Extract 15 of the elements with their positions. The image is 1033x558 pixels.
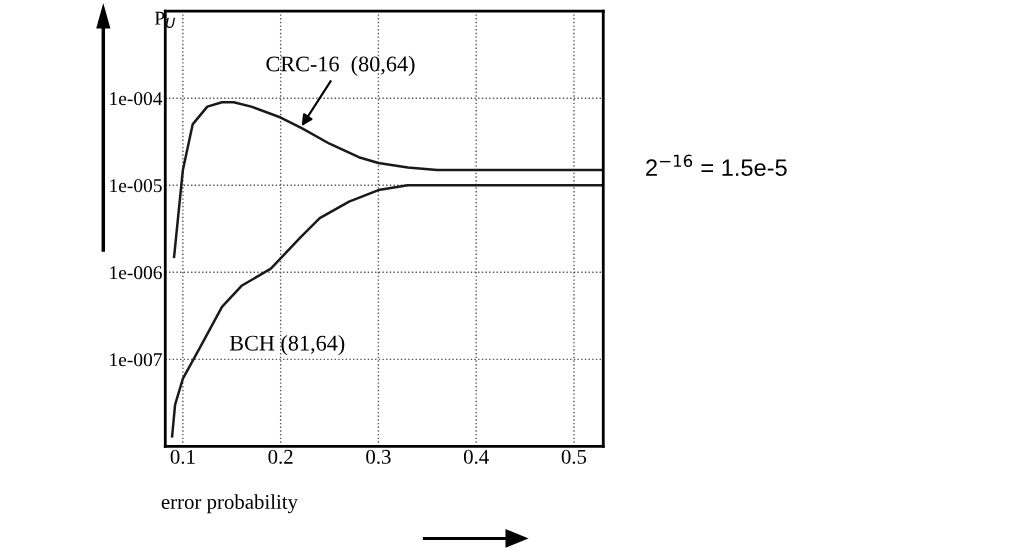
y-tick-label: 1e-004: [110, 92, 163, 106]
annotation: CRC-16 (80,64): [266, 55, 415, 76]
x-tick-label: 0.4: [463, 449, 489, 464]
x-tick-label: 0.2: [268, 449, 293, 464]
annotation: 2$^{−16}$ = 1.5e-5: [646, 154, 787, 177]
x-tick-label: 0.1: [170, 449, 195, 464]
y-tick-label: 1e-006: [110, 266, 162, 280]
x-tick-label: 0.3: [366, 449, 391, 464]
y-tick-label: 1e-007: [110, 353, 162, 367]
line-series: [172, 100, 604, 259]
y-tick-label: 1e-005: [110, 179, 162, 193]
annotation: BCH (81,64): [229, 335, 345, 356]
x-tick-label: 0.5: [561, 449, 587, 464]
x-axis-title: error probability: [161, 494, 298, 514]
line-series: [170, 184, 604, 438]
